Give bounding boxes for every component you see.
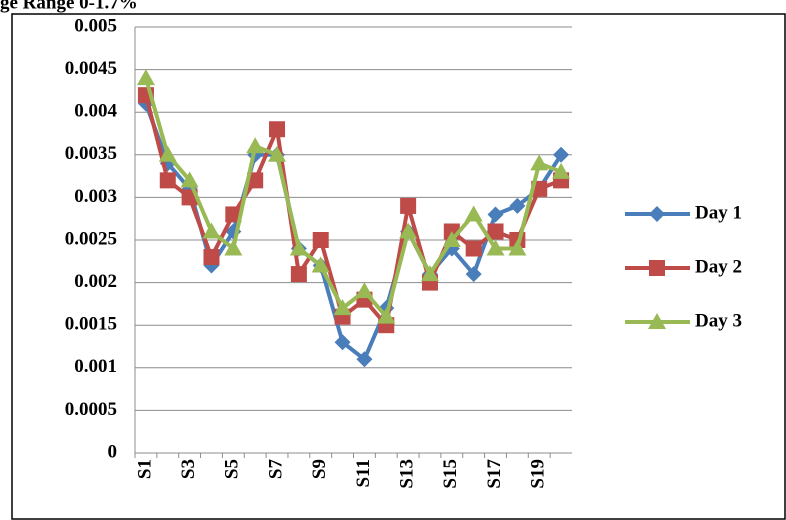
point [399, 222, 418, 239]
y-tick-label: 0.003 [74, 186, 117, 207]
point [202, 222, 221, 239]
point [136, 69, 155, 86]
point [442, 231, 461, 247]
point [312, 232, 329, 248]
point [465, 240, 482, 257]
point [290, 266, 307, 283]
point [487, 206, 504, 223]
legend-marker [649, 260, 665, 276]
point [225, 206, 242, 223]
y-tick-label: 0.002 [74, 271, 117, 292]
point [203, 249, 220, 266]
x-tick-label: S11 [353, 459, 374, 488]
point [224, 239, 243, 256]
legend-label: Day 1 [695, 202, 742, 223]
point [334, 334, 351, 351]
x-tick-label: S15 [440, 459, 461, 489]
legend-marker [649, 206, 665, 222]
y-tick-label: 0.0045 [65, 58, 117, 79]
point [246, 137, 265, 154]
point [530, 154, 549, 171]
x-tick-label: S17 [484, 459, 505, 489]
point [377, 307, 396, 324]
y-tick-label: 0.0025 [65, 228, 117, 249]
x-tick-label: S5 [222, 459, 243, 479]
legend-marker [648, 313, 666, 329]
point [400, 197, 417, 214]
y-tick-label: 0.005 [74, 15, 117, 36]
point [311, 256, 330, 273]
point [159, 172, 176, 189]
point [247, 172, 264, 189]
point [553, 146, 570, 163]
point [465, 266, 482, 283]
x-tick-label: S1 [134, 459, 155, 479]
point [289, 239, 308, 256]
y-tick-label: 0.001 [74, 356, 117, 377]
x-tick-label: S13 [396, 459, 417, 489]
point [552, 162, 571, 179]
legend-label: Day 2 [695, 256, 742, 277]
point [268, 145, 287, 162]
point [508, 239, 527, 256]
y-tick-label: 0.0035 [65, 143, 117, 164]
chart-title: ge Range 0-1.7% [0, 0, 138, 13]
point [333, 299, 352, 316]
x-tick-label: S9 [309, 459, 330, 479]
y-tick-label: 0 [108, 441, 118, 462]
x-tick-label: S3 [178, 459, 199, 479]
y-tick-label: 0.0015 [65, 314, 117, 335]
point [180, 171, 199, 188]
point [355, 282, 374, 299]
point [486, 239, 505, 256]
x-tick-label: S7 [265, 459, 286, 480]
legend-label: Day 3 [695, 310, 742, 331]
point [509, 197, 526, 214]
point [464, 205, 483, 222]
point [487, 223, 504, 240]
y-tick-label: 0.0005 [65, 399, 117, 420]
x-tick-label: S19 [528, 459, 549, 489]
point [158, 145, 177, 162]
point [356, 351, 373, 368]
point [420, 265, 439, 282]
point [269, 121, 286, 138]
y-tick-label: 0.004 [74, 101, 117, 122]
